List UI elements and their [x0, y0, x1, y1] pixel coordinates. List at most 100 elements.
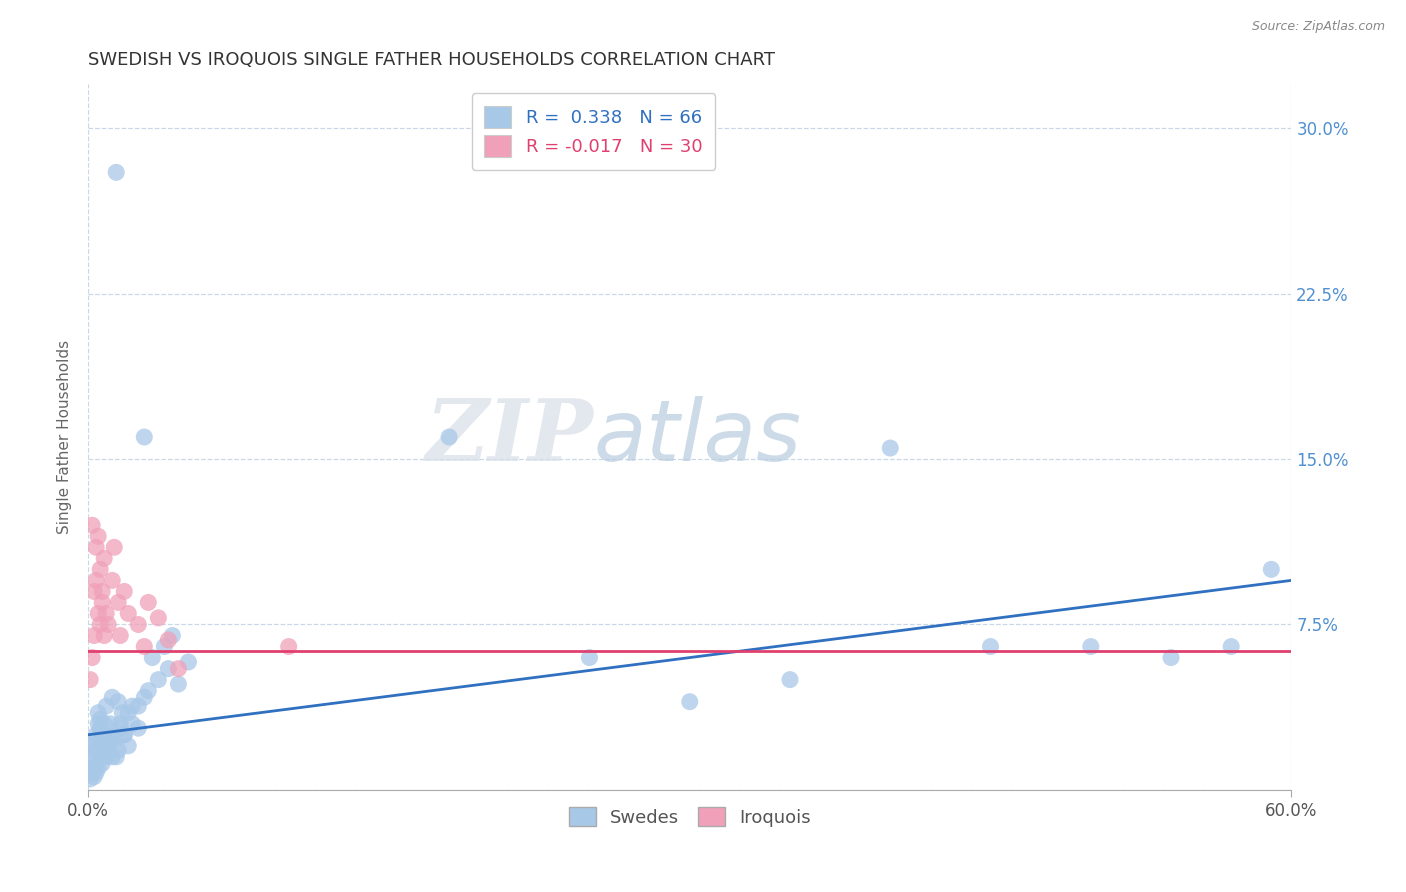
Point: [1160, 650, 1182, 665]
Point: [879, 441, 901, 455]
Point: [134, 640, 156, 654]
Point: [93, 628, 115, 642]
Text: Source: ZipAtlas.com: Source: ZipAtlas.com: [1251, 20, 1385, 33]
Point: [134, 430, 156, 444]
Point: [679, 695, 702, 709]
Point: [89, 617, 111, 632]
Point: [110, 716, 132, 731]
Point: [107, 695, 129, 709]
Point: [105, 165, 128, 179]
Point: [79, 772, 101, 786]
Point: [1080, 640, 1102, 654]
Point: [117, 739, 139, 753]
Point: [167, 677, 190, 691]
Point: [1260, 562, 1282, 576]
Point: [98, 716, 121, 731]
Text: SWEDISH VS IROQUOIS SINGLE FATHER HOUSEHOLDS CORRELATION CHART: SWEDISH VS IROQUOIS SINGLE FATHER HOUSEH…: [89, 51, 775, 69]
Point: [84, 765, 107, 780]
Point: [93, 551, 115, 566]
Point: [578, 650, 600, 665]
Point: [83, 761, 105, 775]
Point: [136, 595, 159, 609]
Point: [84, 728, 107, 742]
Point: [98, 734, 121, 748]
Point: [101, 749, 124, 764]
Point: [89, 562, 111, 576]
Point: [103, 728, 125, 742]
Point: [84, 743, 107, 757]
Point: [277, 640, 299, 654]
Point: [87, 607, 110, 621]
Point: [96, 749, 118, 764]
Point: [97, 617, 120, 632]
Point: [157, 632, 180, 647]
Point: [162, 628, 184, 642]
Point: [112, 584, 135, 599]
Point: [110, 628, 132, 642]
Point: [87, 706, 110, 720]
Point: [134, 690, 156, 705]
Point: [89, 721, 111, 735]
Point: [110, 721, 132, 735]
Point: [96, 607, 118, 621]
Point: [82, 650, 104, 665]
Point: [127, 721, 149, 735]
Point: [103, 734, 125, 748]
Point: [103, 541, 125, 555]
Text: ZIP: ZIP: [426, 395, 593, 479]
Y-axis label: Single Father Households: Single Father Households: [58, 340, 72, 534]
Legend: Swedes, Iroquois: Swedes, Iroquois: [561, 800, 818, 834]
Point: [87, 529, 110, 543]
Point: [141, 650, 163, 665]
Point: [87, 761, 110, 775]
Point: [83, 584, 105, 599]
Point: [84, 574, 107, 588]
Point: [107, 743, 129, 757]
Point: [91, 728, 114, 742]
Point: [91, 756, 114, 771]
Point: [91, 595, 114, 609]
Point: [148, 611, 170, 625]
Point: [157, 662, 180, 676]
Point: [79, 673, 101, 687]
Point: [87, 716, 110, 731]
Point: [97, 743, 120, 757]
Point: [93, 739, 115, 753]
Point: [96, 699, 118, 714]
Point: [97, 739, 120, 753]
Point: [101, 574, 124, 588]
Point: [153, 640, 176, 654]
Point: [83, 734, 105, 748]
Point: [93, 716, 115, 731]
Point: [84, 541, 107, 555]
Point: [82, 749, 104, 764]
Point: [82, 518, 104, 533]
Point: [107, 595, 129, 609]
Point: [980, 640, 1002, 654]
Point: [112, 728, 135, 742]
Point: [1220, 640, 1243, 654]
Point: [136, 683, 159, 698]
Point: [177, 655, 200, 669]
Point: [121, 716, 143, 731]
Point: [148, 673, 170, 687]
Point: [101, 690, 124, 705]
Point: [127, 699, 149, 714]
Point: [105, 749, 128, 764]
Point: [437, 430, 460, 444]
Point: [82, 765, 104, 780]
Point: [127, 617, 149, 632]
Point: [83, 628, 105, 642]
Point: [89, 749, 111, 764]
Text: atlas: atlas: [593, 395, 801, 478]
Point: [91, 584, 114, 599]
Point: [121, 699, 143, 714]
Point: [112, 728, 135, 742]
Point: [117, 607, 139, 621]
Point: [82, 739, 104, 753]
Point: [779, 673, 801, 687]
Point: [89, 712, 111, 726]
Point: [117, 706, 139, 720]
Point: [79, 756, 101, 771]
Point: [167, 662, 190, 676]
